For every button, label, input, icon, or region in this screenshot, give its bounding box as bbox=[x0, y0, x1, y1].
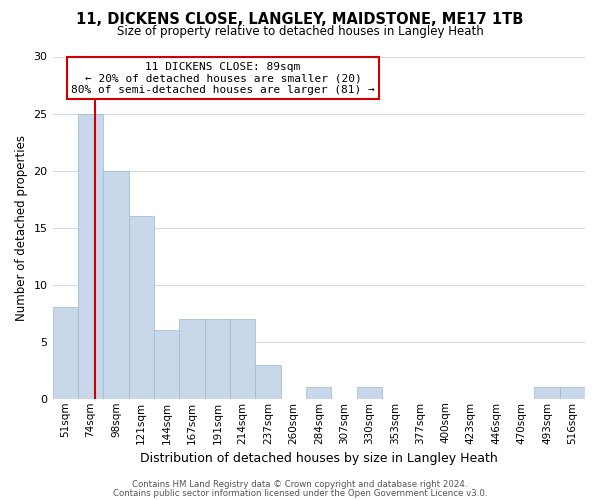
Text: Contains HM Land Registry data © Crown copyright and database right 2024.: Contains HM Land Registry data © Crown c… bbox=[132, 480, 468, 489]
Bar bbox=[154, 330, 179, 399]
Bar bbox=[306, 388, 331, 399]
Bar bbox=[78, 114, 103, 399]
Bar bbox=[534, 388, 560, 399]
Bar bbox=[53, 308, 78, 399]
Bar bbox=[357, 388, 382, 399]
Y-axis label: Number of detached properties: Number of detached properties bbox=[15, 134, 28, 320]
Text: Size of property relative to detached houses in Langley Heath: Size of property relative to detached ho… bbox=[116, 25, 484, 38]
Text: 11, DICKENS CLOSE, LANGLEY, MAIDSTONE, ME17 1TB: 11, DICKENS CLOSE, LANGLEY, MAIDSTONE, M… bbox=[76, 12, 524, 28]
X-axis label: Distribution of detached houses by size in Langley Heath: Distribution of detached houses by size … bbox=[140, 452, 497, 465]
Bar bbox=[560, 388, 585, 399]
Text: 11 DICKENS CLOSE: 89sqm
← 20% of detached houses are smaller (20)
80% of semi-de: 11 DICKENS CLOSE: 89sqm ← 20% of detache… bbox=[71, 62, 375, 95]
Bar bbox=[256, 364, 281, 399]
Bar bbox=[205, 319, 230, 399]
Text: Contains public sector information licensed under the Open Government Licence v3: Contains public sector information licen… bbox=[113, 488, 487, 498]
Bar bbox=[179, 319, 205, 399]
Bar bbox=[230, 319, 256, 399]
Bar bbox=[103, 170, 128, 399]
Bar bbox=[128, 216, 154, 399]
